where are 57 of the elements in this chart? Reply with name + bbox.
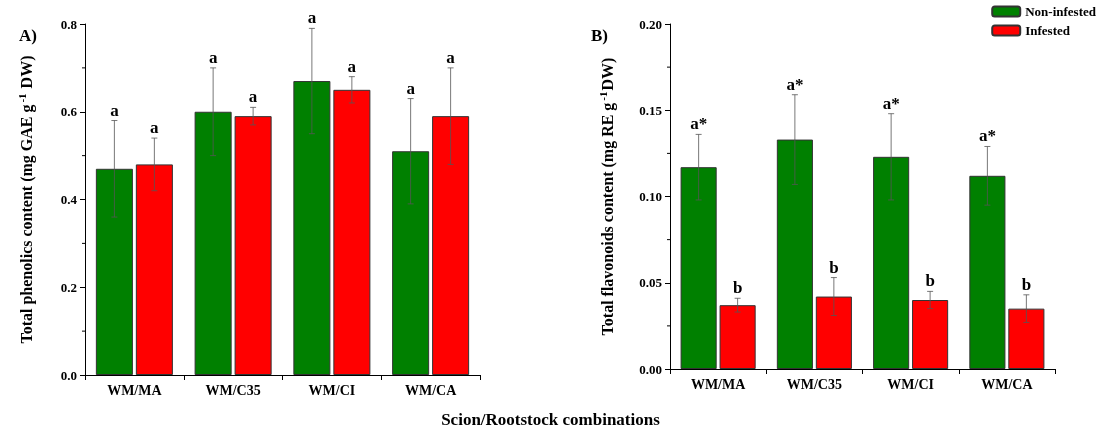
data-label: a bbox=[248, 87, 258, 107]
x-tick-label: WM/CA bbox=[981, 376, 1034, 392]
x-tick-label: WM/CI bbox=[308, 382, 356, 398]
x-axis-title: Scion/Rootstock combinations bbox=[440, 410, 661, 430]
x-tick-label: WM/C35 bbox=[786, 376, 842, 392]
data-label: a* bbox=[882, 93, 900, 113]
y-tick-label: 0.8 bbox=[60, 16, 78, 32]
data-label: a bbox=[110, 100, 120, 120]
bar bbox=[912, 300, 949, 369]
data-label: a* bbox=[786, 74, 804, 94]
data-label: a bbox=[406, 78, 416, 98]
x-tick-label: WM/C35 bbox=[205, 382, 261, 398]
bar bbox=[194, 111, 232, 375]
y-tick-label: 0.6 bbox=[60, 104, 78, 120]
bar bbox=[234, 116, 272, 375]
bar bbox=[680, 167, 717, 369]
chart-title: B) bbox=[591, 26, 608, 45]
x-tick-label: WM/MA bbox=[107, 382, 163, 398]
y-axis-title: Total phenolics content (mg GAE g-1 DW) bbox=[15, 55, 36, 344]
data-label: a* bbox=[978, 126, 996, 146]
bar bbox=[333, 89, 371, 375]
bar bbox=[815, 296, 852, 369]
y-tick-label: 0.00 bbox=[639, 361, 662, 377]
data-label: b bbox=[732, 278, 743, 298]
data-label: a bbox=[150, 118, 160, 138]
bar bbox=[293, 81, 331, 375]
bar bbox=[1008, 308, 1045, 369]
chart-title: A) bbox=[19, 26, 37, 45]
bar bbox=[432, 116, 470, 375]
y-tick-label: 0.05 bbox=[639, 275, 663, 291]
data-label: a bbox=[446, 47, 456, 67]
data-label: b bbox=[925, 271, 935, 291]
bar bbox=[776, 139, 813, 369]
legend-label: Infested bbox=[1025, 23, 1071, 38]
data-label: a bbox=[208, 47, 218, 67]
bar bbox=[95, 168, 133, 375]
data-label: a bbox=[307, 8, 317, 28]
bar bbox=[873, 156, 910, 369]
y-tick-label: 0.0 bbox=[60, 367, 77, 383]
data-label: b bbox=[829, 257, 839, 277]
y-tick-label: 0.2 bbox=[60, 279, 77, 295]
legend-label: Non-infested bbox=[1025, 4, 1097, 19]
y-tick-label: 0.4 bbox=[60, 192, 78, 207]
bar bbox=[969, 175, 1006, 369]
data-label: a* bbox=[690, 114, 708, 134]
x-tick-label: WM/MA bbox=[690, 376, 747, 392]
x-tick-label: WM/CI bbox=[887, 376, 934, 392]
x-tick-label: WM/CA bbox=[404, 382, 458, 398]
data-label: a bbox=[347, 56, 357, 76]
y-axis-title: Total flavonoids content (mg RE g-1DW) bbox=[596, 57, 617, 336]
data-label: b bbox=[1021, 274, 1032, 294]
y-tick-label: 0.20 bbox=[639, 16, 662, 32]
bar bbox=[135, 164, 173, 375]
bar bbox=[719, 305, 756, 369]
bar bbox=[392, 151, 430, 375]
y-tick-label: 0.15 bbox=[639, 102, 663, 118]
y-tick-label: 0.10 bbox=[639, 189, 662, 204]
